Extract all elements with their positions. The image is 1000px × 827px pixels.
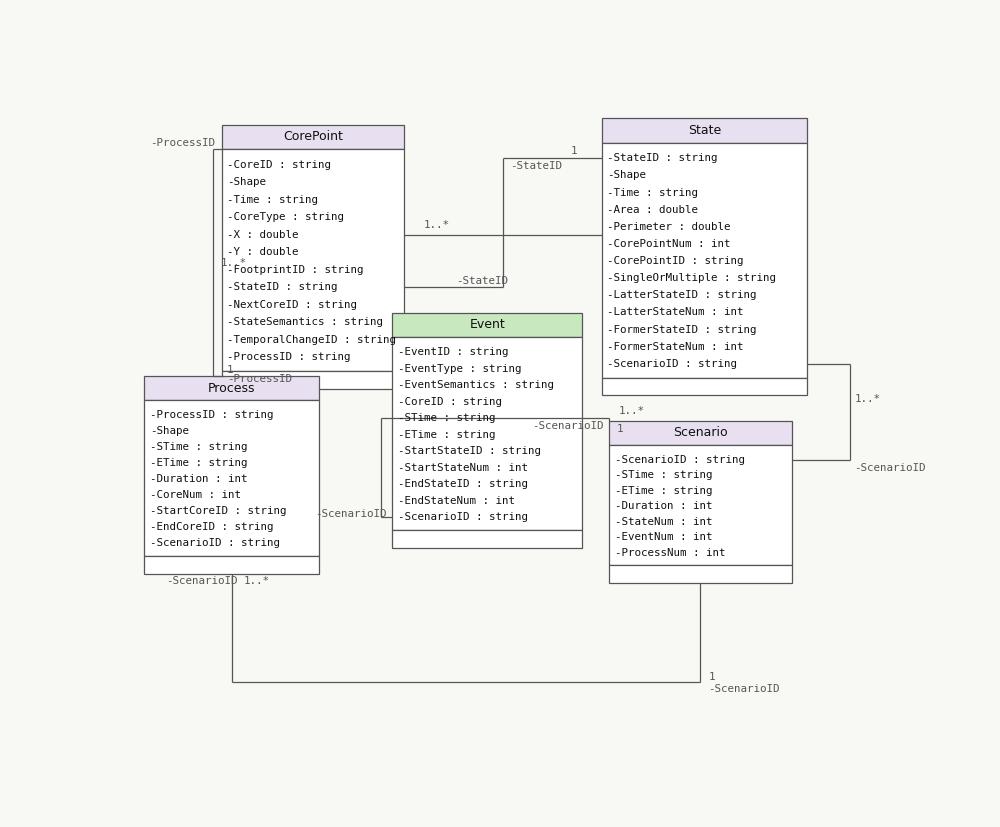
Text: -ScenarioID: -ScenarioID [166,576,237,586]
Text: -StartStateID : string: -StartStateID : string [398,446,541,457]
Text: -Duration : int: -Duration : int [150,474,247,485]
Text: 1: 1 [571,146,577,155]
Text: -StateID : string: -StateID : string [607,153,718,164]
Bar [222,125,404,149]
Text: 1: 1 [708,672,715,681]
Text: -ScenarioID : string: -ScenarioID : string [150,538,280,548]
Text: -LatterStateID : string: -LatterStateID : string [607,290,757,300]
Bar [144,376,319,400]
Text: -Time : string: -Time : string [227,195,318,205]
Text: -STime : string: -STime : string [615,471,712,480]
Text: -CorePointNum : int: -CorePointNum : int [607,239,731,249]
Bar [144,556,319,574]
Bar [602,118,807,142]
Text: CorePoint: CorePoint [283,131,343,143]
Text: -CoreNum : int: -CoreNum : int [150,490,241,500]
Text: Event: Event [469,318,505,331]
Text: -EventSemantics : string: -EventSemantics : string [398,380,554,390]
Text: -Shape: -Shape [227,178,266,188]
Bar [222,371,404,389]
Text: 1: 1 [617,424,624,434]
Text: -CoreID : string: -CoreID : string [227,160,331,170]
Text: -FootprintID : string: -FootprintID : string [227,265,364,275]
Text: -EndStateNum : int: -EndStateNum : int [398,495,515,505]
Text: -ProcessNum : int: -ProcessNum : int [615,548,725,558]
Bar [392,530,582,548]
Text: -StartCoreID : string: -StartCoreID : string [150,506,286,516]
Text: -ETime : string: -ETime : string [398,430,495,440]
Text: 1..*: 1..* [854,394,880,404]
Text: -StateID: -StateID [511,161,563,171]
Text: -ScenarioID: -ScenarioID [708,684,780,694]
Text: -ScenarioID: -ScenarioID [315,509,386,519]
Text: -EndStateID : string: -EndStateID : string [398,479,528,489]
Text: -X : double: -X : double [227,230,299,240]
Bar [144,400,319,556]
Bar [609,421,792,445]
Bar [609,445,792,566]
Text: 1..*: 1..* [619,406,645,416]
Text: State: State [688,124,721,137]
Text: -Y : double: -Y : double [227,247,299,257]
Text: -CorePointID : string: -CorePointID : string [607,256,744,266]
Text: -NextCoreID : string: -NextCoreID : string [227,299,357,310]
Text: Process: Process [208,382,255,394]
Text: -Perimeter : double: -Perimeter : double [607,222,731,232]
Text: -Shape: -Shape [607,170,646,180]
Text: 1..*: 1..* [243,576,269,586]
Bar [392,337,582,530]
Text: -ProcessID : string: -ProcessID : string [150,410,273,420]
Text: -EventNum : int: -EventNum : int [615,533,712,543]
Bar [602,142,807,377]
Text: -ScenarioID : string: -ScenarioID : string [398,512,528,522]
Text: -Area : double: -Area : double [607,205,698,215]
Text: -FormerStateNum : int: -FormerStateNum : int [607,342,744,351]
Text: -Time : string: -Time : string [607,188,698,198]
Text: -ProcessID : string: -ProcessID : string [227,352,351,362]
Text: -ScenarioID: -ScenarioID [854,463,926,473]
Text: Scenario: Scenario [673,427,728,439]
Bar [602,377,807,395]
Text: -EndCoreID : string: -EndCoreID : string [150,522,273,532]
Bar [392,313,582,337]
Bar [609,566,792,583]
Text: -ScenarioID: -ScenarioID [532,421,603,431]
Text: -SingleOrMultiple : string: -SingleOrMultiple : string [607,273,776,283]
Text: -FormerStateID : string: -FormerStateID : string [607,324,757,335]
Text: -EventID : string: -EventID : string [398,347,508,357]
Text: -STime : string: -STime : string [398,414,495,423]
Text: 1..*: 1..* [220,257,246,268]
Text: -ETime : string: -ETime : string [150,458,247,468]
Text: -StartStateNum : int: -StartStateNum : int [398,462,528,473]
Text: -Shape: -Shape [150,427,189,437]
Text: -ETime : string: -ETime : string [615,485,712,496]
Text: -EventType : string: -EventType : string [398,364,521,374]
Text: -LatterStateNum : int: -LatterStateNum : int [607,308,744,318]
Text: -ProcessID: -ProcessID [227,375,292,385]
Text: -ScenarioID : string: -ScenarioID : string [615,455,745,465]
Text: -StateID : string: -StateID : string [227,282,338,292]
Text: -StateNum : int: -StateNum : int [615,517,712,527]
Text: -ProcessID: -ProcessID [151,137,216,147]
Text: -ScenarioID : string: -ScenarioID : string [607,359,737,369]
Text: -CoreType : string: -CoreType : string [227,213,344,222]
Text: -StateID: -StateID [456,276,508,286]
Text: -Duration : int: -Duration : int [615,501,712,511]
Text: 1..*: 1..* [423,220,449,230]
Bar [222,149,404,371]
Text: -StateSemantics : string: -StateSemantics : string [227,318,383,327]
Text: -STime : string: -STime : string [150,442,247,452]
Text: -TemporalChangeID : string: -TemporalChangeID : string [227,335,396,345]
Text: 1: 1 [227,365,233,375]
Text: -CoreID : string: -CoreID : string [398,397,502,407]
